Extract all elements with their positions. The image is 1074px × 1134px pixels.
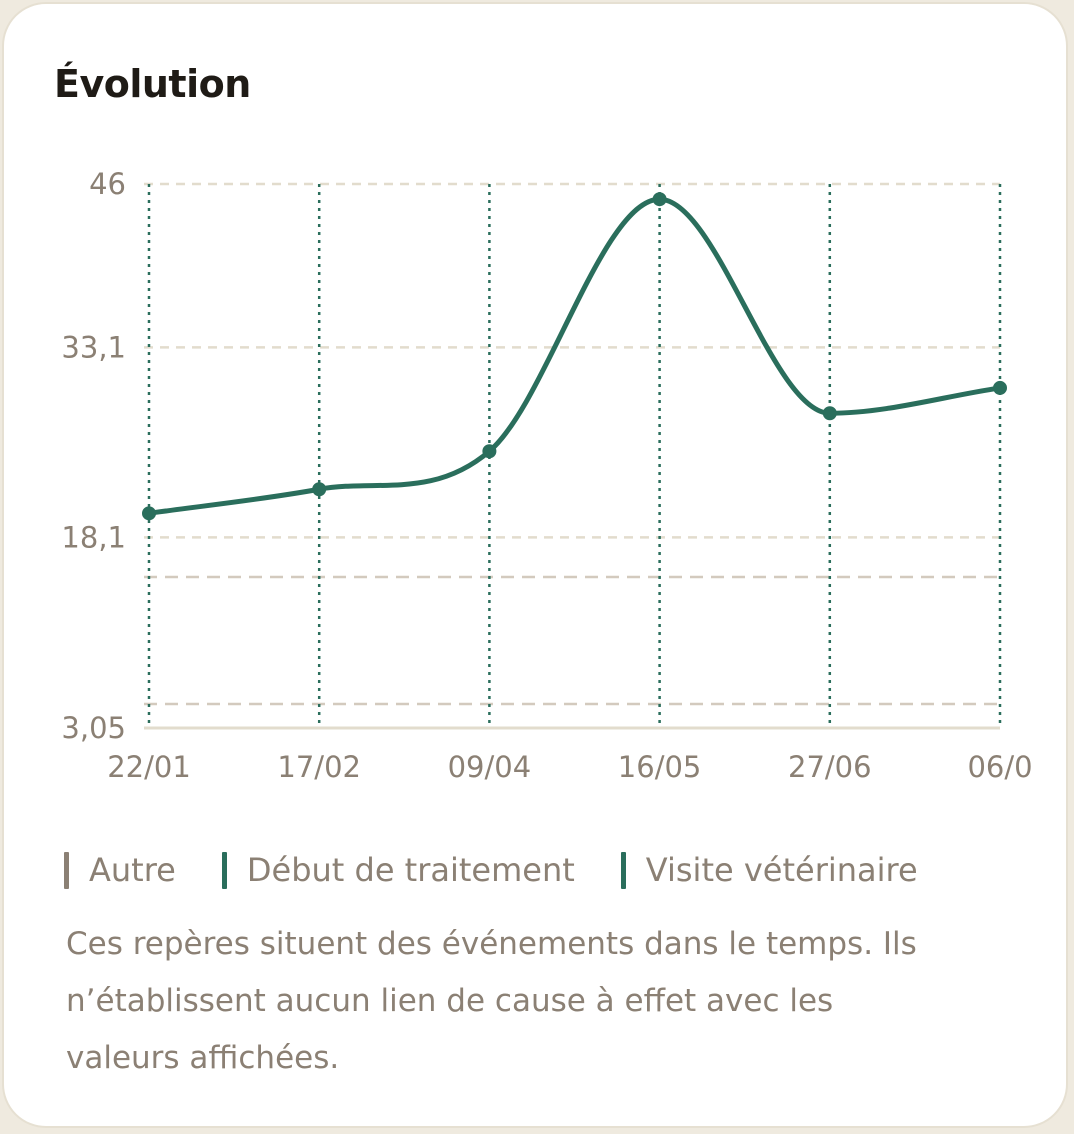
- data-point: [652, 192, 667, 207]
- x-tick-label: 27/06: [788, 750, 872, 784]
- reference-lines: [144, 575, 1000, 706]
- legend-swatch: [64, 851, 69, 889]
- y-tick-label: 3,05: [61, 711, 126, 745]
- data-point: [993, 380, 1007, 395]
- x-tick-label: 09/04: [448, 750, 532, 784]
- y-tick-label: 18,1: [61, 520, 126, 554]
- disclaimer-note: Ces repères situent des événements dans …: [66, 926, 917, 1076]
- data-point: [822, 406, 837, 421]
- data-point: [482, 444, 497, 459]
- legend-label: Autre: [89, 851, 176, 889]
- legend-label: Visite vétérinaire: [645, 851, 918, 889]
- x-tick-label: 06/0: [967, 750, 1032, 784]
- y-tick-label: 33,1: [61, 330, 126, 364]
- data-points: [142, 192, 1007, 521]
- legend-item-autre: Autre: [64, 851, 176, 889]
- legend-label: Début de traitement: [246, 851, 575, 889]
- horizontal-gridlines: [144, 182, 1000, 539]
- data-point: [142, 506, 156, 521]
- series-line: [146, 196, 1003, 516]
- data-point: [312, 482, 327, 497]
- x-tick-label: 17/02: [277, 750, 361, 784]
- y-tick-labels: 46 33,1 18,1 3,05: [61, 167, 126, 745]
- legend-swatch: [221, 851, 227, 889]
- line-chart: 46 33,1 18,1 3,05 22/01 17/02 09/04 16/05 27/06…: [61, 167, 1032, 784]
- x-tick-label: 22/01: [107, 750, 191, 784]
- card-title: Évolution: [54, 62, 251, 106]
- x-tick-label: 16/05: [618, 750, 702, 784]
- legend-swatch: [620, 851, 626, 889]
- y-tick-label: 46: [89, 167, 126, 201]
- legend-item-debut-traitement: Début de traitement: [221, 851, 575, 889]
- legend: Autre Début de traitement Visite vétérin…: [64, 848, 964, 892]
- x-tick-labels: 22/01 17/02 09/04 16/05 27/06 06/0: [107, 750, 1032, 784]
- event-markers: [147, 184, 1002, 728]
- legend-item-visite-veterinaire: Visite vétérinaire: [620, 851, 918, 889]
